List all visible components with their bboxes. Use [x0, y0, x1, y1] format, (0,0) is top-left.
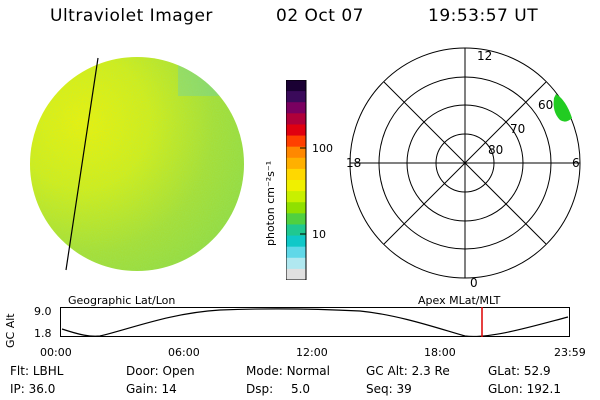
colorbar-tick-100: 100 — [312, 142, 333, 155]
colorbar-unit-label: photon cm⁻²s⁻¹ — [264, 160, 277, 246]
seq-label: Seq: — [366, 382, 393, 396]
colorbar-swatch — [286, 180, 306, 192]
xtick-1800: 18:00 — [424, 346, 456, 359]
colorbar-swatch — [286, 191, 306, 203]
date-label: 02 Oct 07 — [276, 6, 364, 26]
altitude-curve — [61, 308, 569, 338]
gain-value: 14 — [161, 382, 177, 396]
timeline-ylabel: GC Alt — [4, 313, 17, 348]
door-value: Open — [162, 364, 195, 378]
colorbar-swatches — [286, 80, 306, 280]
colorbar-swatch — [286, 202, 306, 214]
terminator-line — [65, 57, 99, 271]
dsp-label: Dsp: — [246, 382, 274, 396]
dsp-info: Dsp: 5.0 — [246, 382, 310, 396]
glat-value: 52.9 — [523, 364, 551, 378]
timeline-ytick-bottom: 1.8 — [34, 327, 52, 340]
lat-label-60: 60 — [538, 98, 553, 112]
dsp-value: 5.0 — [290, 382, 311, 396]
colorbar-swatch — [286, 157, 306, 170]
gain-info: Gain: 14 — [126, 382, 177, 396]
lat-label-80: 80 — [488, 143, 503, 157]
colorbar-swatch — [286, 213, 306, 225]
colorbar-swatch — [286, 80, 306, 92]
uv-image-disk — [30, 57, 244, 271]
mlt-label-0: 0 — [470, 276, 478, 290]
xtick-1200: 12:00 — [296, 346, 328, 359]
mlt-label-6: 6 — [572, 156, 580, 170]
glon-label: GLon: — [488, 382, 523, 396]
door-label: Door: — [126, 364, 159, 378]
colorbar-swatch — [286, 168, 306, 181]
seq-info: Seq: 39 — [366, 382, 412, 396]
xtick-0600: 06:00 — [168, 346, 200, 359]
filter-value: LBHL — [32, 364, 64, 378]
seq-value: 39 — [396, 382, 412, 396]
timeline-ytick-top: 9.0 — [34, 305, 52, 318]
xtick-0000: 00:00 — [40, 346, 72, 359]
gain-label: Gain: — [126, 382, 158, 396]
time-label: 19:53:57 UT — [428, 6, 539, 26]
colorbar: 100 10 — [286, 80, 333, 280]
filter-info: Flt: LBHL — [10, 364, 63, 378]
glon-info: GLon: 192.1 — [488, 382, 561, 396]
colorbar-swatch — [286, 102, 306, 114]
colorbar-swatch — [286, 113, 306, 125]
glat-label: GLat: — [488, 364, 521, 378]
polar-plot: 12 0 18 6 60 70 80 — [346, 47, 581, 290]
gcalt-info: GC Alt: 2.3 Re — [366, 364, 450, 378]
filter-label: Flt: — [10, 364, 29, 378]
glon-value: 192.1 — [526, 382, 561, 396]
colorbar-swatch — [286, 91, 306, 103]
ip-info: IP: 36.0 — [10, 382, 55, 396]
xtick-2359: 23:59 — [554, 346, 586, 359]
gcalt-value: 2.3 Re — [411, 364, 450, 378]
ip-value: 36.0 — [28, 382, 56, 396]
mlt-label-12: 12 — [477, 49, 492, 63]
colorbar-swatch — [286, 146, 306, 159]
aurora-patch — [553, 94, 572, 122]
lat-label-70: 70 — [510, 122, 525, 136]
colorbar-swatch — [286, 124, 306, 137]
instrument-title: Ultraviolet Imager — [50, 6, 213, 26]
mode-info: Mode: Normal — [246, 364, 330, 378]
glat-info: GLat: 52.9 — [488, 364, 551, 378]
colorbar-swatch — [286, 257, 306, 270]
mode-value: Normal — [286, 364, 330, 378]
colorbar-swatch — [286, 224, 306, 237]
colorbar-swatch — [286, 268, 306, 280]
colorbar-swatch — [286, 246, 306, 259]
timeline-left-title: Geographic Lat/Lon — [68, 294, 176, 307]
colorbar-swatch — [286, 135, 306, 148]
mlt-label-18: 18 — [346, 156, 361, 170]
door-info: Door: Open — [126, 364, 195, 378]
colorbar-tick-10: 10 — [312, 228, 326, 241]
timeline-right-title: Apex MLat/MLT — [418, 294, 501, 307]
ip-label: IP: — [10, 382, 25, 396]
mode-label: Mode: — [246, 364, 283, 378]
altitude-timeline — [60, 307, 570, 338]
gcalt-label: GC Alt: — [366, 364, 408, 378]
colorbar-swatch — [286, 235, 306, 248]
